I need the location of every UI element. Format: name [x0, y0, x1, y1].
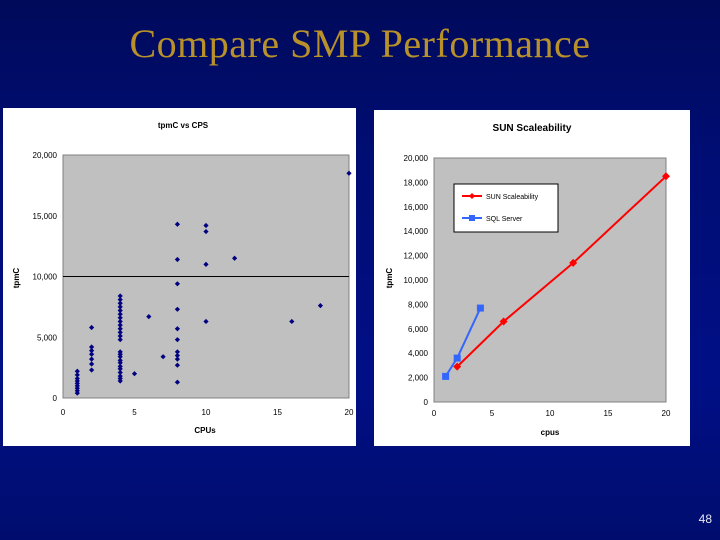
- data-point: [174, 306, 180, 312]
- data-point: [89, 351, 95, 357]
- data-point: [174, 379, 180, 385]
- chart-title: tpmC vs CPS: [158, 121, 209, 130]
- y-axis-label: tpmC: [12, 268, 21, 289]
- tpmc-vs-cpus-chart: tpmC vs CPS 0 5,000 10,000 15,000 20,000 0 5 10 1…: [12, 121, 354, 435]
- data-point: [117, 293, 123, 299]
- x-tick-label: 20: [345, 408, 354, 417]
- data-point: [117, 363, 123, 370]
- x-tick-label: 10: [202, 408, 211, 417]
- data-point: [117, 369, 123, 376]
- y-tick-label: 2,000: [408, 374, 429, 383]
- y-tick-label: 20,000: [404, 154, 429, 163]
- data-point: [662, 172, 670, 181]
- x-tick-label: 15: [273, 408, 282, 417]
- data-point: [89, 348, 95, 354]
- x-tick-label: 15: [604, 409, 613, 418]
- y-tick-label: 10,000: [404, 276, 429, 285]
- series-line: [456, 175, 667, 368]
- data-point: [89, 367, 95, 373]
- y-axis-label: tpmC: [385, 268, 394, 289]
- x-tick-label: 0: [61, 408, 66, 417]
- sun-scaleability-chart: SUN Scaleability 0 2,000 4,000 6,000 8,000 10,…: [385, 123, 671, 437]
- data-point: [442, 372, 450, 380]
- data-point: [117, 329, 123, 335]
- data-point: [117, 315, 123, 321]
- x-tick-label: 10: [546, 409, 555, 418]
- data-point: [131, 371, 138, 377]
- x-tick-label: 0: [432, 409, 437, 418]
- x-tick-label: 5: [490, 409, 495, 418]
- x-tick-label: 5: [132, 408, 137, 417]
- legend-label: SQL Server: [486, 216, 523, 223]
- y-tick-label: 20,000: [33, 151, 58, 160]
- y-tick-label: 0: [424, 398, 429, 407]
- data-point: [117, 373, 123, 379]
- data-point: [174, 221, 180, 227]
- slide-title: Compare SMP Performance: [129, 21, 591, 66]
- data-point: [174, 356, 180, 362]
- y-tick-label: 5,000: [37, 333, 58, 342]
- y-tick-label: 18,000: [404, 178, 429, 187]
- data-point: [453, 362, 462, 371]
- data-point: [89, 361, 95, 367]
- data-point: [174, 256, 180, 263]
- y-tick-label: 0: [53, 394, 58, 403]
- data-point: [74, 372, 80, 378]
- data-point: [174, 326, 180, 332]
- chart-title: SUN Scaleability: [493, 123, 572, 134]
- legend-marker: [469, 193, 475, 199]
- x-tick-label: 20: [662, 409, 671, 418]
- legend-marker: [469, 215, 475, 221]
- data-point: [117, 304, 123, 310]
- y-tick-label: 14,000: [404, 227, 429, 236]
- legend-box: [453, 183, 559, 233]
- scatter-chart-panel: tpmC vs CPS 0 5,000 10,000 15,000 20,000 0 5 10 1…: [3, 108, 356, 446]
- data-point: [160, 354, 166, 360]
- data-point: [174, 362, 180, 368]
- data-point: [203, 222, 209, 229]
- data-point: [74, 368, 80, 374]
- x-axis-label: CPUs: [194, 426, 216, 435]
- y-tick-label: 8,000: [408, 300, 429, 309]
- data-point: [569, 258, 578, 267]
- data-point: [317, 303, 323, 309]
- data-point: [346, 170, 352, 176]
- data-point: [117, 326, 123, 332]
- y-tick-label: 15,000: [33, 212, 58, 221]
- data-point: [89, 356, 95, 362]
- data-point: [453, 354, 461, 362]
- line-chart-panel: SUN Scaleability 0 2,000 4,000 6,000 8,000 10,…: [374, 110, 690, 446]
- legend-label: SUN Scaleability: [486, 194, 539, 201]
- x-axis-label: cpus: [541, 428, 560, 437]
- data-point: [74, 375, 80, 382]
- y-tick-label: 4,000: [408, 349, 429, 358]
- data-point: [499, 317, 508, 326]
- data-point: [476, 304, 484, 312]
- y-tick-label: 10,000: [33, 273, 58, 282]
- data-point: [174, 337, 180, 343]
- page-number: 48: [698, 512, 712, 526]
- y-tick-label: 6,000: [408, 325, 429, 334]
- data-point: [117, 337, 123, 343]
- y-tick-label: 16,000: [404, 203, 429, 212]
- y-tick-label: 12,000: [404, 252, 429, 261]
